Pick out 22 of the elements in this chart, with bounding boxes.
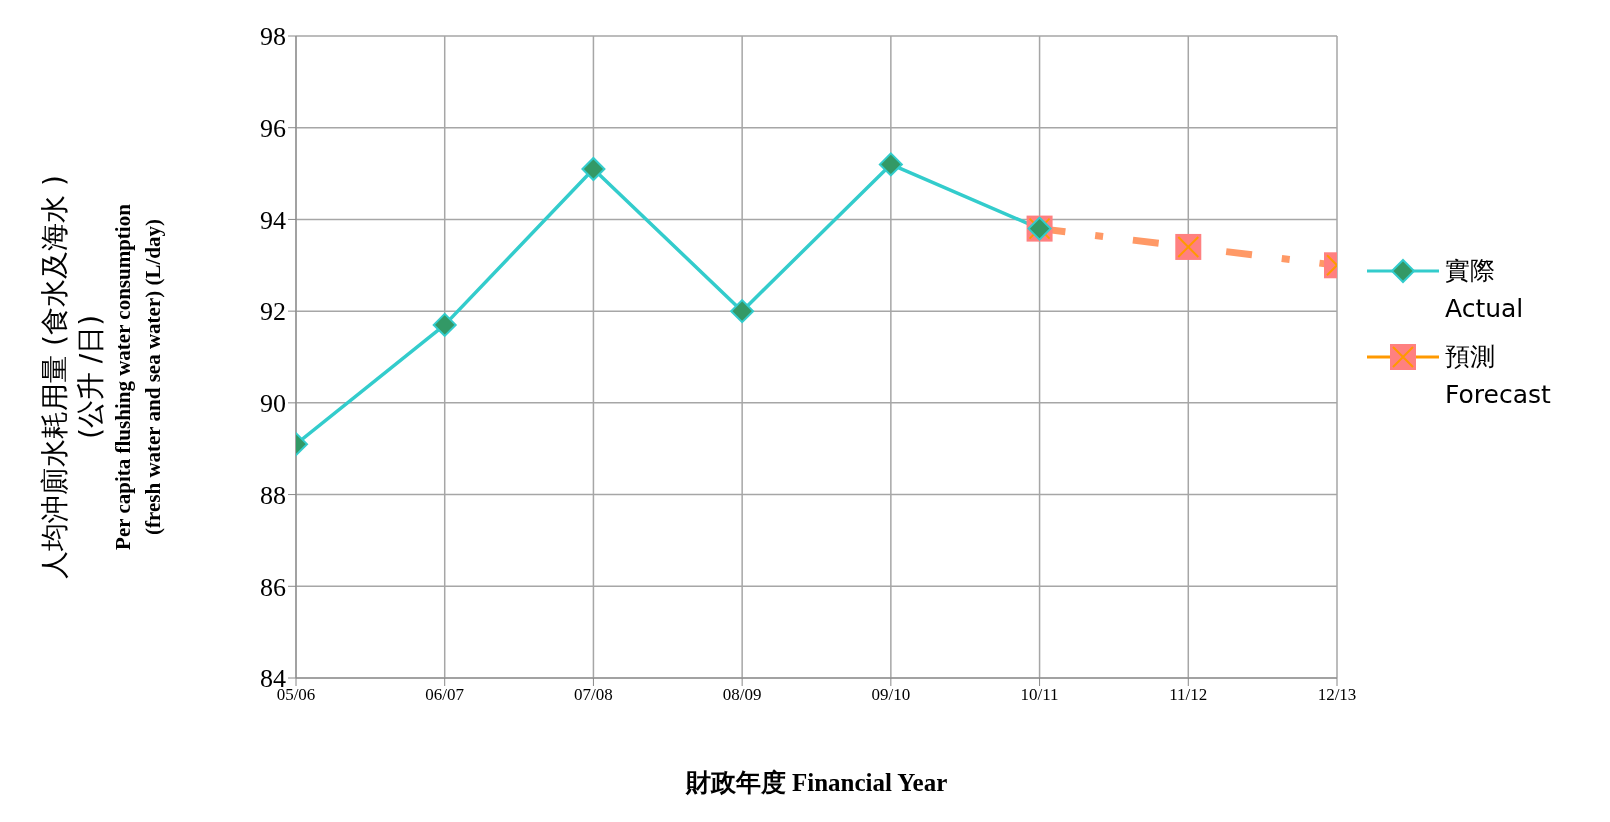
y-tick-label: 86 bbox=[260, 572, 286, 602]
x-axis-title: 財政年度 Financial Year bbox=[684, 768, 949, 798]
x-tick-label: 10/11 bbox=[1020, 685, 1059, 705]
y-tick-label: 88 bbox=[260, 480, 286, 510]
point bbox=[432, 312, 457, 337]
point bbox=[878, 152, 903, 177]
y-tick-label: 98 bbox=[260, 22, 286, 52]
point bbox=[730, 299, 755, 324]
legend-label: 預測 Forecast bbox=[1445, 341, 1551, 411]
y-tick-label: 92 bbox=[260, 297, 286, 327]
legend-label: 實際 Actual bbox=[1445, 255, 1524, 325]
x-tick-label: 08/09 bbox=[722, 685, 762, 705]
x-tick-label: 07/08 bbox=[574, 685, 613, 705]
y-axis-title: 人均沖廁水耗用量 (食水及海水 ) (公升 /日) Per capita flushing water consumption (fresh water and sea water) (L/day) bbox=[38, 175, 165, 579]
x-tick-label: 09/10 bbox=[871, 685, 911, 705]
point bbox=[581, 156, 606, 181]
x-tick-label: 11/12 bbox=[1169, 685, 1208, 705]
x-tick-label: 06/07 bbox=[425, 685, 465, 705]
y-tick-label: 96 bbox=[260, 113, 286, 143]
y-tick-label: 90 bbox=[260, 389, 286, 419]
x-tick-label: 12/13 bbox=[1317, 685, 1357, 705]
y-tick-label: 94 bbox=[260, 205, 286, 235]
